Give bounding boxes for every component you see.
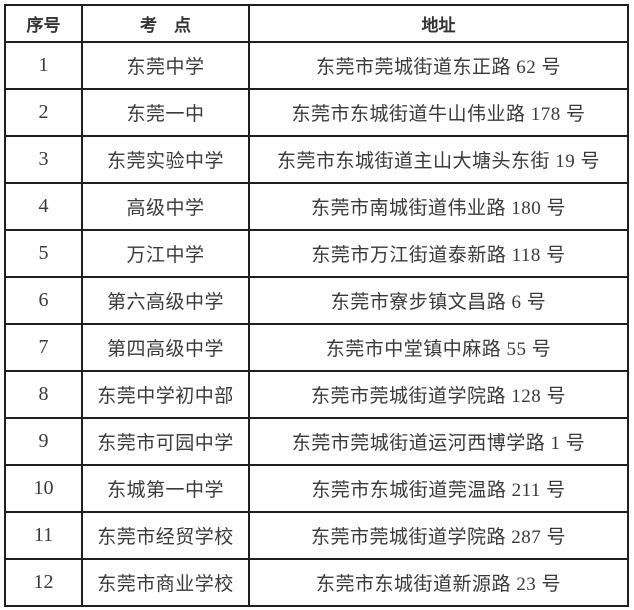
table-row: 4 高级中学 东莞市南城街道伟业路 180 号: [4, 182, 629, 231]
cell-serial-number: 7: [4, 323, 83, 372]
cell-address: 东莞市东城街道新源路 23 号: [248, 558, 629, 607]
cell-address: 东莞市寮步镇文昌路 6 号: [248, 276, 629, 325]
cell-exam-site: 东莞市商业学校: [81, 558, 250, 607]
cell-exam-site: 高级中学: [81, 182, 250, 231]
table-row: 8 东莞中学初中部 东莞市莞城街道学院路 128 号: [4, 370, 629, 419]
cell-serial-number: 4: [4, 182, 83, 231]
table-row: 3 东莞实验中学 东莞市东城街道主山大塘头东街 19 号: [4, 135, 629, 184]
cell-exam-site: 东莞中学初中部: [81, 370, 250, 419]
cell-address: 东莞市莞城街道学院路 128 号: [248, 370, 629, 419]
cell-serial-number: 11: [4, 511, 83, 560]
cell-serial-number: 5: [4, 229, 83, 278]
cell-address: 东莞市万江街道泰新路 118 号: [248, 229, 629, 278]
cell-exam-site: 第四高级中学: [81, 323, 250, 372]
table-row: 11 东莞市经贸学校 东莞市莞城街道学院路 287 号: [4, 511, 629, 560]
table-row: 12 东莞市商业学校 东莞市东城街道新源路 23 号: [4, 558, 629, 607]
cell-address: 东莞市东城街道牛山伟业路 178 号: [248, 88, 629, 137]
cell-serial-number: 3: [4, 135, 83, 184]
table-row: 7 第四高级中学 东莞市中堂镇中麻路 55 号: [4, 323, 629, 372]
table-row: 1 东莞中学 东莞市莞城街道东正路 62 号: [4, 41, 629, 90]
cell-exam-site: 东莞市可园中学: [81, 417, 250, 466]
table-row: 6 第六高级中学 东莞市寮步镇文昌路 6 号: [4, 276, 629, 325]
cell-serial-number: 9: [4, 417, 83, 466]
cell-address: 东莞市莞城街道学院路 287 号: [248, 511, 629, 560]
cell-serial-number: 10: [4, 464, 83, 513]
header-exam-site: 考 点: [81, 4, 250, 43]
cell-serial-number: 12: [4, 558, 83, 607]
header-address: 地址: [248, 4, 629, 43]
table-row: 10 东城第一中学 东莞市东城街道莞温路 211 号: [4, 464, 629, 513]
cell-serial-number: 2: [4, 88, 83, 137]
cell-exam-site: 万江中学: [81, 229, 250, 278]
header-serial-number: 序号: [4, 4, 83, 43]
cell-address: 东莞市南城街道伟业路 180 号: [248, 182, 629, 231]
cell-serial-number: 8: [4, 370, 83, 419]
cell-exam-site: 东城第一中学: [81, 464, 250, 513]
cell-exam-site: 东莞实验中学: [81, 135, 250, 184]
cell-address: 东莞市东城街道莞温路 211 号: [248, 464, 629, 513]
cell-serial-number: 6: [4, 276, 83, 325]
cell-exam-site: 东莞一中: [81, 88, 250, 137]
table-row: 5 万江中学 东莞市万江街道泰新路 118 号: [4, 229, 629, 278]
cell-address: 东莞市莞城街道运河西博学路 1 号: [248, 417, 629, 466]
cell-address: 东莞市莞城街道东正路 62 号: [248, 41, 629, 90]
cell-serial-number: 1: [4, 41, 83, 90]
table-row: 2 东莞一中 东莞市东城街道牛山伟业路 178 号: [4, 88, 629, 137]
exam-sites-table: 序号 考 点 地址 1 东莞中学 东莞市莞城街道东正路 62 号 2 东莞一中 …: [4, 4, 629, 607]
table-header-row: 序号 考 点 地址: [4, 4, 629, 43]
cell-exam-site: 第六高级中学: [81, 276, 250, 325]
cell-address: 东莞市中堂镇中麻路 55 号: [248, 323, 629, 372]
cell-address: 东莞市东城街道主山大塘头东街 19 号: [248, 135, 629, 184]
table-row: 9 东莞市可园中学 东莞市莞城街道运河西博学路 1 号: [4, 417, 629, 466]
cell-exam-site: 东莞中学: [81, 41, 250, 90]
cell-exam-site: 东莞市经贸学校: [81, 511, 250, 560]
